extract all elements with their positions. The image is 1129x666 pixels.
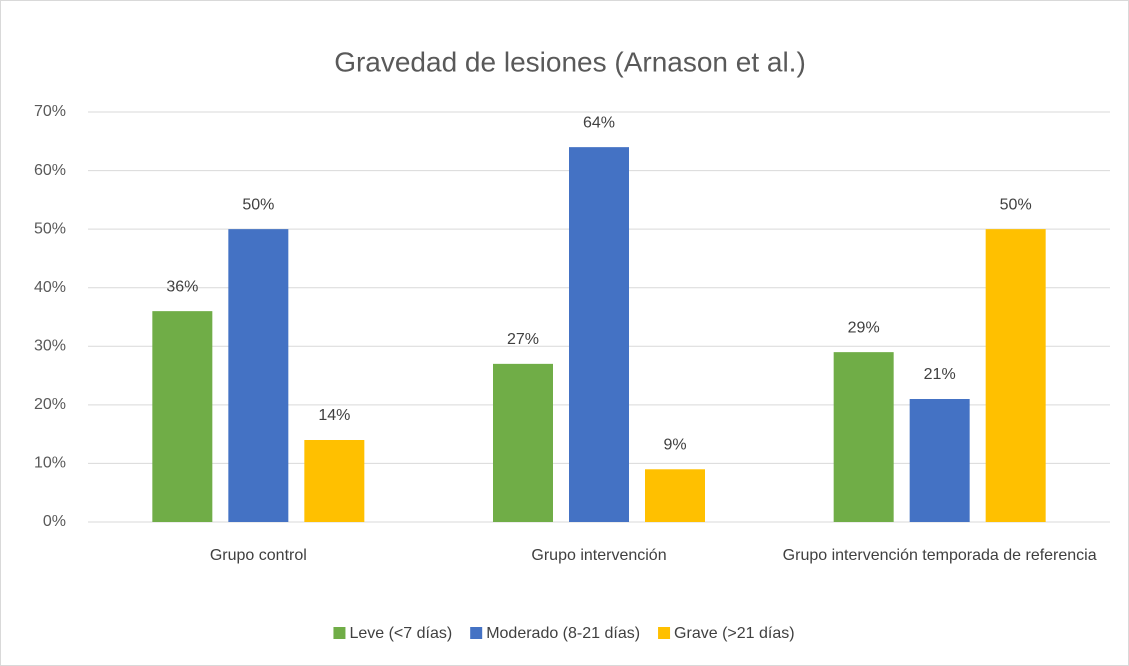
legend-swatch: [470, 627, 483, 639]
data-label: 27%: [507, 331, 539, 348]
x-tick-label: Grupo control: [209, 547, 307, 564]
bar: [645, 469, 705, 522]
data-label: 29%: [848, 319, 880, 336]
bar: [304, 440, 365, 522]
bar: [228, 229, 289, 522]
legend-label: Leve (<7 días): [349, 625, 452, 642]
bar: [569, 147, 629, 522]
x-tick-label: Grupo intervención: [531, 547, 667, 564]
data-label: 64%: [583, 114, 615, 131]
y-tick-label: 30%: [34, 338, 66, 355]
y-tick-label: 0%: [43, 513, 66, 530]
bar: [152, 311, 213, 522]
bar: [985, 229, 1046, 522]
data-label: 50%: [1000, 196, 1032, 213]
legend-label: Grave (>21 días): [674, 625, 795, 642]
bar: [909, 399, 970, 522]
legend-swatch: [333, 627, 346, 639]
y-tick-label: 20%: [34, 396, 66, 413]
bar: [833, 352, 894, 522]
data-label: 9%: [663, 437, 686, 454]
data-label: 36%: [166, 278, 198, 295]
y-tick-label: 60%: [34, 162, 66, 179]
bar: [493, 363, 553, 522]
y-tick-label: 40%: [34, 279, 66, 296]
legend-swatch: [658, 627, 671, 639]
y-tick-label: 70%: [34, 103, 66, 120]
data-label: 21%: [924, 366, 956, 383]
data-label: 50%: [242, 196, 274, 213]
y-tick-label: 50%: [34, 220, 66, 237]
y-tick-label: 10%: [34, 455, 66, 472]
legend-label: Moderado (8-21 días): [486, 625, 640, 642]
data-label: 14%: [318, 407, 350, 424]
chart-title: Gravedad de lesiones (Arnason et al.): [334, 46, 806, 77]
x-tick-label: Grupo intervención temporada de referenc…: [782, 547, 1097, 564]
